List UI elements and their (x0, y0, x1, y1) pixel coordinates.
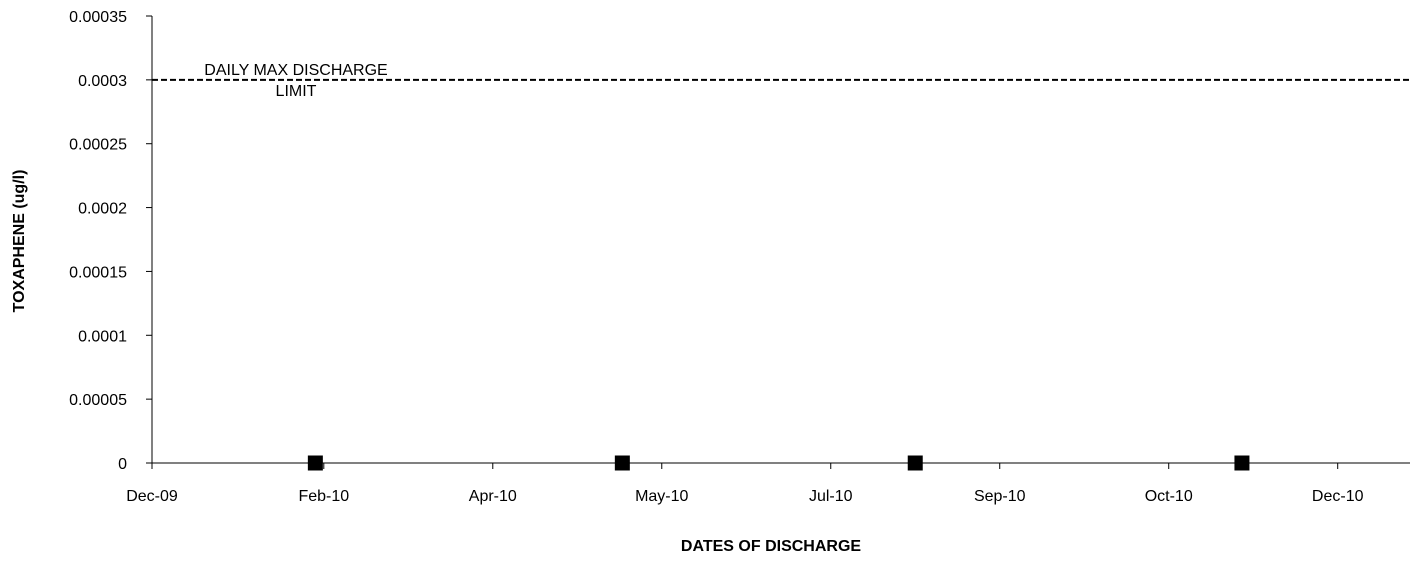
y-tick-label: 0.0001 (78, 328, 127, 345)
y-axis-title: TOXAPHENE (ug/l) (11, 170, 28, 313)
x-tick-label: Sep-10 (974, 488, 1026, 505)
data-point (907, 455, 923, 471)
x-tick-label: May-10 (635, 488, 688, 505)
y-axis: 0 0.00005 0.0001 0.00015 0.0002 0.00025 0.0003… (69, 9, 153, 473)
x-tick-label: Dec-09 (126, 488, 178, 505)
x-tick-label: Apr-10 (469, 488, 517, 505)
y-tick-label: 0.00005 (69, 392, 127, 409)
y-tick-label: 0.0002 (78, 201, 127, 218)
data-point (614, 455, 630, 471)
y-tick-label: 0.00035 (69, 9, 127, 26)
x-tick-label: Dec-10 (1312, 488, 1364, 505)
reference-lines: DAILY MAX DISCHARGE LIMIT (152, 62, 1410, 100)
limit-label-line2: LIMIT (276, 83, 317, 100)
x-tick-label: Jul-10 (809, 488, 853, 505)
x-axis-title: DATES OF DISCHARGE (681, 538, 861, 555)
x-axis: Dec-09 Feb-10 Apr-10 May-10 Jul-10 Sep-10 Oct-… (126, 462, 1410, 505)
x-tick-label: Feb-10 (298, 488, 349, 505)
data-point (1234, 455, 1250, 471)
y-tick-label: 0.00015 (69, 264, 127, 281)
x-tick-label: Oct-10 (1145, 488, 1193, 505)
data-points (307, 455, 1250, 471)
y-tick-label: 0.00025 (69, 137, 127, 154)
limit-label-line1: DAILY MAX DISCHARGE (204, 62, 387, 79)
data-point (307, 455, 323, 471)
y-tick-label: 0 (118, 456, 127, 473)
y-tick-label: 0.0003 (78, 73, 127, 90)
